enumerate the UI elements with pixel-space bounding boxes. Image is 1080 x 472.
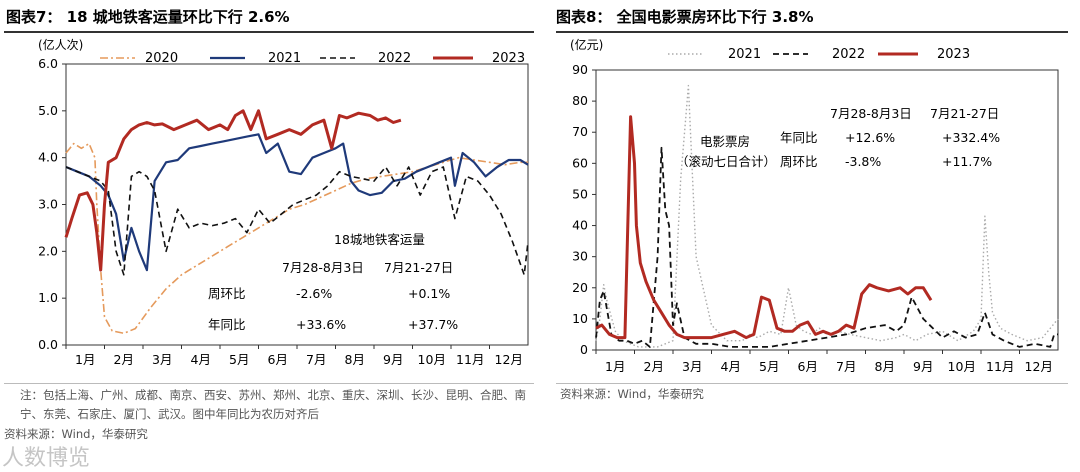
boxoffice-annotation-row-v1: +12.6% bbox=[845, 130, 895, 145]
metro-legend-label-2020: 2020 bbox=[145, 51, 178, 66]
boxoffice-x-tick-label: 7月 bbox=[836, 359, 856, 374]
boxoffice-x-tick-label: 2月 bbox=[644, 359, 664, 374]
metro-y-tick-label: 1.0 bbox=[38, 290, 58, 305]
left-chart-title: 图表7： 18 城地铁客运量环比下行 2.6% bbox=[6, 8, 290, 26]
metro-series-line-2020 bbox=[65, 142, 528, 335]
metro-y-tick-label: 5.0 bbox=[38, 103, 58, 118]
boxoffice-annotation-row-v2: +332.4% bbox=[942, 130, 1000, 145]
metro-x-tick-label: 3月 bbox=[152, 352, 172, 367]
metro-annotation-col1: 7月28-8月3日 bbox=[282, 260, 364, 275]
left-title-rule bbox=[4, 31, 534, 33]
metro-y-tick-label: 3.0 bbox=[38, 197, 58, 212]
boxoffice-x-tick-label: 6月 bbox=[798, 359, 818, 374]
metro-annotation-row-label: 年同比 bbox=[208, 317, 246, 332]
metro-legend-label-2021: 2021 bbox=[268, 51, 301, 66]
metro-plot-frame bbox=[65, 63, 529, 346]
boxoffice-x-tick-label: 9月 bbox=[913, 359, 933, 374]
boxoffice-x-tick-label: 10月 bbox=[948, 359, 976, 374]
metro-x-tick-label: 8月 bbox=[345, 352, 365, 367]
boxoffice-x-tick-label: 5月 bbox=[759, 359, 779, 374]
boxoffice-y-tick-label: 80 bbox=[572, 93, 588, 108]
boxoffice-y-tick-label: 40 bbox=[572, 218, 588, 233]
boxoffice-annotation-row-v1: -3.8% bbox=[845, 154, 881, 169]
metro-annotation-row-v2: +0.1% bbox=[408, 286, 450, 301]
metro-x-tick-label: 12月 bbox=[495, 352, 523, 367]
boxoffice-annotation-row-label: 周环比 bbox=[780, 154, 818, 169]
metro-x-tick-label: 5月 bbox=[229, 352, 249, 367]
right-title-rule bbox=[556, 31, 1068, 33]
boxoffice-annotation-row-v2: +11.7% bbox=[942, 154, 992, 169]
left-footnote: 注：包括上海、广州、成都、南京、西安、苏州、郑州、北京、重庆、深圳、长沙、昆明、… bbox=[20, 388, 526, 421]
metro-annotation-title: 18城地铁客运量 bbox=[334, 232, 425, 247]
right-bottom-rule bbox=[556, 383, 1068, 384]
metro-x-tick-label: 7月 bbox=[306, 352, 326, 367]
metro-x-tick-label: 10月 bbox=[418, 352, 446, 367]
boxoffice-x-tick-label: 3月 bbox=[682, 359, 702, 374]
boxoffice-legend-label-2022: 2022 bbox=[832, 47, 865, 62]
metro-x-tick-label: 11月 bbox=[456, 352, 484, 367]
boxoffice-legend-label-2021: 2021 bbox=[728, 47, 761, 62]
watermark-text: 人数博览 bbox=[2, 446, 91, 471]
boxoffice-annotation-col2: 7月21-27日 bbox=[930, 106, 999, 121]
boxoffice-y-tick-label: 90 bbox=[572, 62, 588, 77]
metro-series-line-2021 bbox=[65, 133, 529, 272]
boxoffice-series-line-2021 bbox=[595, 84, 1059, 348]
metro-legend-label-2023: 2023 bbox=[492, 51, 525, 66]
metro-legend-label-2022: 2022 bbox=[378, 51, 411, 66]
boxoffice-y-tick-label: 20 bbox=[572, 280, 588, 295]
metro-x-tick-label: 9月 bbox=[383, 352, 403, 367]
boxoffice-y-tick-label: 50 bbox=[572, 186, 588, 201]
boxoffice-y-tick-label: 60 bbox=[572, 155, 588, 170]
boxoffice-x-tick-label: 8月 bbox=[875, 359, 895, 374]
metro-x-tick-label: 6月 bbox=[268, 352, 288, 367]
boxoffice-annotation-title-line1: 电影票房 bbox=[700, 134, 750, 149]
metro-y-tick-label: 0.0 bbox=[38, 337, 58, 352]
metro-annotation-row-label: 周环比 bbox=[208, 286, 246, 301]
boxoffice-legend-label-2023: 2023 bbox=[937, 47, 970, 62]
boxoffice-y-tick-label: 70 bbox=[572, 124, 588, 139]
metro-series-line-2023 bbox=[64, 109, 402, 272]
boxoffice-x-tick-label: 1月 bbox=[605, 359, 625, 374]
boxoffice-x-tick-label: 11月 bbox=[986, 359, 1014, 374]
left-bottom-rule bbox=[4, 383, 534, 384]
boxoffice-annotation-title-line2: （滚动七日合计） bbox=[676, 154, 776, 169]
metro-y-tick-label: 2.0 bbox=[38, 243, 58, 258]
boxoffice-x-tick-label: 12月 bbox=[1025, 359, 1053, 374]
boxoffice-y-tick-label: 30 bbox=[572, 249, 588, 264]
boxoffice-y-tick-label: 10 bbox=[572, 311, 588, 326]
metro-annotation-row-v1: -2.6% bbox=[296, 286, 332, 301]
metro-y-tick-label: 4.0 bbox=[38, 150, 58, 165]
metro-x-tick-label: 4月 bbox=[191, 352, 211, 367]
metro-x-tick-label: 2月 bbox=[114, 352, 134, 367]
metro-annotation-row-v1: +33.6% bbox=[296, 317, 346, 332]
metro-annotation-col2: 7月21-27日 bbox=[384, 260, 453, 275]
metro-y-tick-label: 6.0 bbox=[38, 56, 58, 71]
boxoffice-series-line-2023 bbox=[595, 115, 933, 340]
boxoffice-y-tick-label: 0 bbox=[580, 342, 588, 357]
right-source: 资料来源：Wind，华泰研究 bbox=[560, 387, 704, 401]
metro-x-tick-label: 1月 bbox=[75, 352, 95, 367]
left-source: 资料来源：Wind，华泰研究 bbox=[4, 427, 148, 441]
boxoffice-annotation-row-label: 年同比 bbox=[780, 130, 818, 145]
boxoffice-x-tick-label: 4月 bbox=[721, 359, 741, 374]
boxoffice-y-axis-label: (亿元) bbox=[570, 37, 603, 52]
right-chart-title: 图表8： 全国电影票房环比下行 3.8% bbox=[556, 8, 814, 26]
boxoffice-annotation-col1: 7月28-8月3日 bbox=[830, 106, 912, 121]
metro-series-line-2022 bbox=[65, 166, 529, 276]
metro-annotation-row-v2: +37.7% bbox=[408, 317, 458, 332]
metro-y-axis-label: (亿人次) bbox=[38, 37, 83, 52]
